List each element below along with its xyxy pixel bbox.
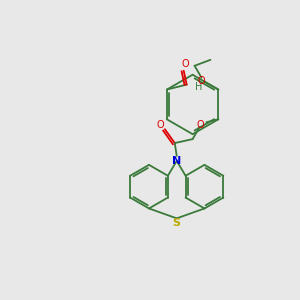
Text: O: O — [198, 76, 205, 85]
Text: O: O — [156, 120, 164, 130]
Text: S: S — [173, 218, 181, 228]
Text: O: O — [197, 120, 204, 130]
Text: O: O — [182, 59, 190, 69]
Text: N: N — [172, 156, 182, 166]
Text: H: H — [195, 82, 202, 92]
